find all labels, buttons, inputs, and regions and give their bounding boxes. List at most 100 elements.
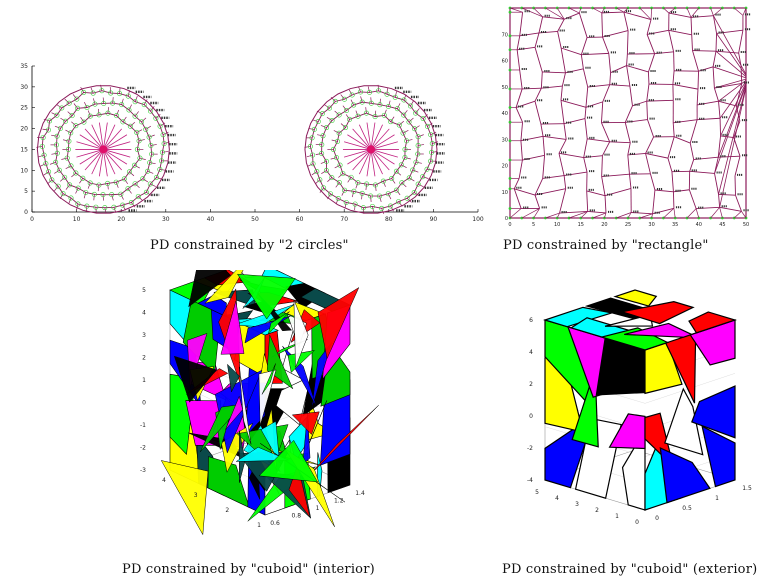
cell-edge bbox=[56, 104, 62, 109]
cell-edge bbox=[136, 129, 143, 133]
voronoi-cell bbox=[621, 301, 695, 325]
vertex bbox=[39, 143, 45, 149]
boundary-vertex bbox=[508, 106, 512, 109]
shard bbox=[225, 395, 243, 430]
vertex bbox=[407, 103, 413, 109]
cell-edge bbox=[361, 193, 363, 200]
cell-edge bbox=[647, 71, 650, 85]
vertex bbox=[84, 203, 90, 209]
cell-edge bbox=[355, 182, 359, 189]
vertex bbox=[376, 88, 382, 94]
cell-edge bbox=[406, 139, 413, 142]
cell-edge bbox=[87, 110, 91, 117]
cell-edge bbox=[430, 131, 437, 136]
cell-edge bbox=[43, 171, 49, 176]
vertex bbox=[428, 132, 434, 138]
cell-edge bbox=[582, 68, 589, 88]
cell-edge bbox=[733, 137, 741, 157]
spoke bbox=[366, 122, 372, 150]
vertex bbox=[80, 175, 86, 181]
cell-edge bbox=[629, 174, 632, 189]
x-tick-label: 30 bbox=[648, 222, 654, 228]
vertex bbox=[412, 126, 418, 132]
vertex bbox=[157, 166, 163, 172]
spoke bbox=[98, 149, 104, 177]
voronoi-cell bbox=[613, 289, 658, 307]
cell-edge bbox=[102, 97, 105, 104]
cell-edge bbox=[51, 134, 58, 137]
cell-edge bbox=[370, 97, 372, 104]
x-tick-label: 70 bbox=[340, 216, 348, 223]
cell-edge bbox=[76, 203, 79, 210]
cell-edge bbox=[521, 208, 540, 219]
fan-edge bbox=[715, 50, 747, 78]
voronoi-cell bbox=[608, 413, 646, 450]
shard bbox=[302, 412, 311, 465]
vertex bbox=[429, 141, 435, 147]
boundary-vertex bbox=[603, 6, 606, 10]
cell-edge bbox=[312, 119, 319, 122]
cell-edge bbox=[542, 16, 565, 20]
x-tick-label: 50 bbox=[251, 216, 259, 223]
cell-edge bbox=[388, 100, 391, 107]
vertex bbox=[75, 185, 81, 191]
cell-edge bbox=[671, 171, 674, 192]
cell-edge bbox=[673, 119, 698, 124]
vertex bbox=[429, 149, 435, 155]
cell-edge bbox=[340, 94, 345, 100]
cell-edge bbox=[738, 30, 744, 54]
cell-edge bbox=[626, 65, 649, 73]
cell-edge bbox=[347, 177, 352, 183]
boundary-vertex bbox=[697, 216, 701, 220]
cell-edge bbox=[348, 89, 353, 96]
vertex bbox=[396, 122, 402, 128]
cell-edge bbox=[564, 171, 588, 176]
vertex bbox=[393, 187, 399, 193]
vertex bbox=[372, 114, 378, 120]
cell-edge bbox=[122, 116, 127, 123]
cell-edge bbox=[601, 101, 604, 123]
z-tick-label: 2 bbox=[142, 355, 146, 362]
vertex bbox=[53, 159, 59, 165]
vertex bbox=[159, 158, 165, 164]
cell-edge bbox=[645, 153, 651, 174]
cell-edge bbox=[143, 99, 148, 105]
cell-edge bbox=[631, 212, 653, 215]
cell-edge bbox=[672, 70, 675, 85]
cell-edge bbox=[541, 85, 563, 89]
spoke bbox=[98, 122, 104, 150]
cell-edge bbox=[514, 188, 536, 196]
vertex bbox=[68, 195, 74, 201]
vertex bbox=[401, 112, 407, 118]
cell-edge bbox=[663, 208, 675, 219]
cell-edge bbox=[623, 11, 629, 31]
y-tick-label: 0 bbox=[24, 209, 28, 216]
boundary-vertex bbox=[614, 6, 618, 10]
cell-edge bbox=[742, 7, 747, 16]
cell-edge bbox=[560, 47, 566, 73]
cell-edge bbox=[104, 207, 107, 214]
cell-edge bbox=[580, 54, 584, 69]
cell-edge bbox=[67, 111, 73, 116]
x-tick-label: 1 bbox=[615, 513, 619, 520]
vertex bbox=[60, 191, 66, 197]
vertex bbox=[54, 150, 60, 156]
x-tick-label: 1 bbox=[257, 522, 261, 529]
vertex bbox=[372, 182, 378, 188]
voronoi-cell bbox=[197, 294, 227, 318]
vertex bbox=[330, 146, 336, 152]
y-tick-label: 30 bbox=[20, 84, 28, 91]
spoke bbox=[370, 134, 395, 150]
boundary-vertex bbox=[603, 216, 606, 220]
cell-edge bbox=[668, 30, 675, 52]
cell-edge bbox=[534, 32, 540, 48]
cell-edge bbox=[667, 136, 675, 159]
boundary-vertex bbox=[591, 216, 594, 220]
cell-edge bbox=[586, 190, 589, 212]
cell-edge bbox=[558, 153, 565, 176]
spoke bbox=[102, 149, 108, 177]
vertex bbox=[143, 189, 149, 195]
cell-edge bbox=[627, 142, 631, 155]
cell-edge bbox=[107, 107, 109, 114]
y-tick-label: 5 bbox=[24, 188, 28, 195]
